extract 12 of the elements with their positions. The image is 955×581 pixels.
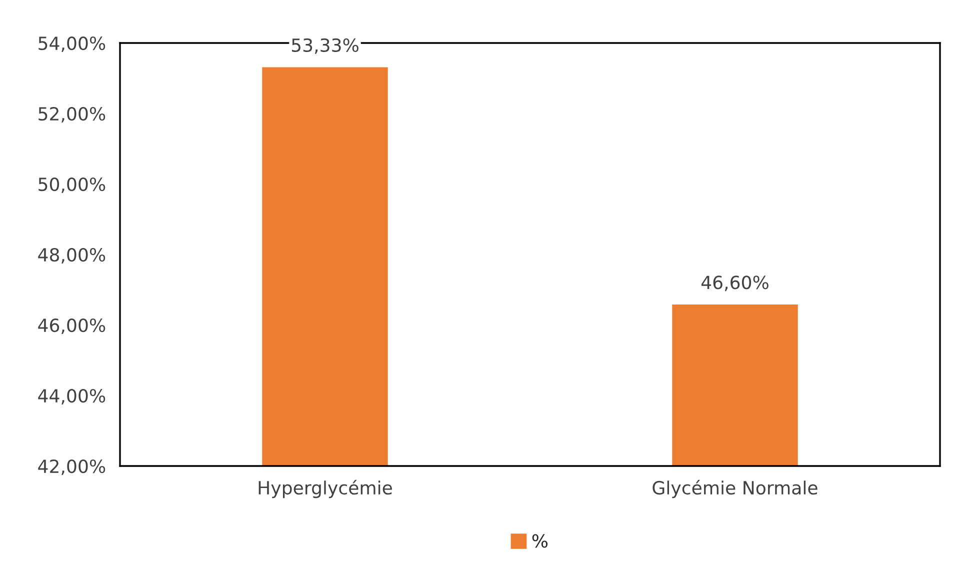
y-tick-label: 48,00% [38,248,106,264]
legend-label: % [532,534,548,548]
y-tick-label: 52,00% [38,106,106,122]
y-tick-label: 44,00% [38,388,106,404]
x-tick-label: Hyperglycémie [258,480,392,498]
y-tick-label: 42,00% [38,459,106,475]
x-tick-label: Glycémie Normale [652,480,818,498]
data-label: 53,33% [292,38,358,54]
y-tick-label: 54,00% [38,36,106,52]
data-label: 46,60% [701,276,768,292]
y-tick-label: 50,00% [38,177,106,193]
y-tick-label: 46,00% [38,318,106,334]
